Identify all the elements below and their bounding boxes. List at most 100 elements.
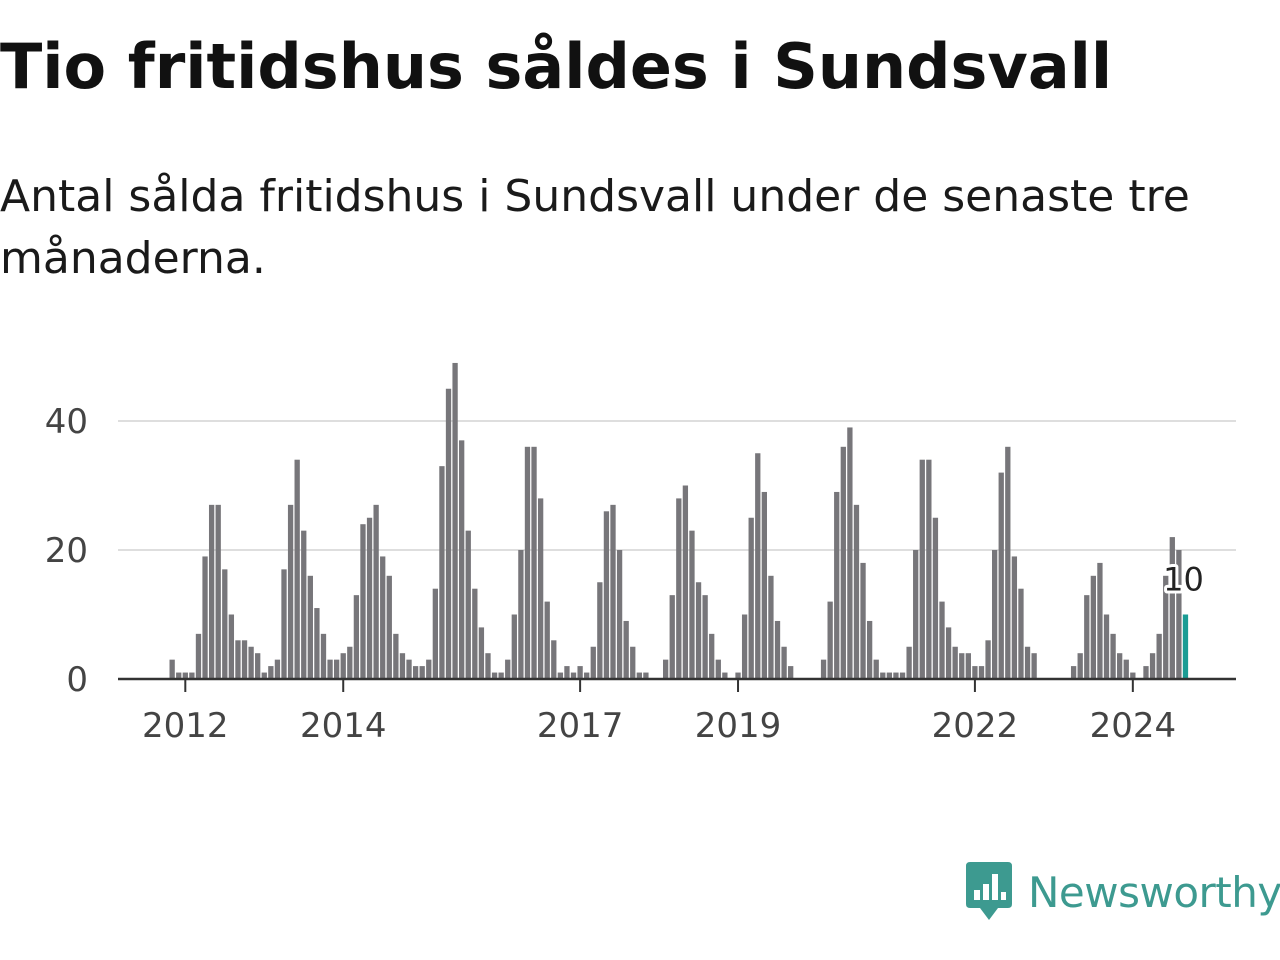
bar	[518, 550, 524, 679]
x-tick-label: 2017	[537, 706, 624, 746]
bar	[880, 672, 886, 679]
bar	[505, 659, 511, 679]
bar	[722, 672, 728, 679]
bar	[406, 659, 412, 679]
bar	[366, 517, 373, 679]
bar	[1090, 575, 1096, 679]
bar	[1149, 653, 1156, 679]
bar	[998, 472, 1004, 679]
bar	[537, 498, 544, 679]
bar	[643, 672, 649, 679]
y-tick-label: 20	[45, 531, 88, 571]
bar	[1070, 666, 1077, 679]
chart-subtitle: Antal sålda fritidshus i Sundsvall under…	[0, 171, 1190, 284]
bar	[353, 595, 360, 679]
bar	[978, 666, 985, 679]
bar	[472, 588, 478, 679]
x-tick-label: 2024	[1090, 706, 1177, 746]
bar	[287, 504, 294, 679]
bar	[248, 646, 254, 679]
bar	[544, 601, 550, 679]
bar	[939, 601, 945, 679]
bar	[1163, 575, 1169, 679]
bar	[669, 595, 675, 679]
bar	[347, 646, 353, 679]
bar	[307, 575, 313, 679]
bar	[761, 491, 767, 679]
bar	[419, 666, 425, 679]
bar	[840, 446, 846, 679]
bar	[926, 459, 932, 679]
bar	[616, 550, 623, 679]
bar	[399, 653, 406, 679]
last-value-label: 10	[1163, 561, 1204, 599]
bar	[623, 620, 629, 679]
bar	[498, 672, 504, 679]
bar-chart: 0 20 40 2012 2014 2017 2019 2022 2024 10	[45, 362, 1236, 746]
bar	[169, 659, 175, 679]
bar	[1005, 446, 1011, 679]
bar	[268, 666, 274, 679]
bar	[340, 653, 346, 679]
bar	[610, 504, 616, 679]
bar	[847, 427, 853, 679]
bar	[755, 453, 761, 679]
bar	[715, 659, 721, 679]
bar	[1103, 614, 1110, 679]
bar	[959, 653, 965, 679]
bar	[630, 646, 636, 679]
bar	[1176, 550, 1182, 679]
bar	[439, 466, 445, 679]
bar-highlight	[1182, 614, 1189, 679]
bar	[886, 672, 893, 679]
bar	[445, 388, 452, 679]
bar	[597, 582, 603, 679]
bar	[459, 440, 465, 679]
bar	[913, 550, 919, 679]
bar	[485, 653, 491, 679]
bar	[952, 646, 958, 679]
bar	[741, 614, 748, 679]
bar	[972, 666, 978, 679]
bar	[735, 672, 741, 679]
bar	[360, 524, 366, 679]
bar	[228, 614, 235, 679]
bar	[334, 659, 340, 679]
bar	[452, 362, 458, 679]
bar	[1097, 562, 1103, 679]
bar	[1110, 633, 1116, 679]
bar	[1018, 588, 1024, 679]
bar	[893, 672, 899, 679]
y-tick-label: 0	[66, 660, 88, 700]
bar	[584, 672, 590, 679]
bar	[524, 446, 531, 679]
bar	[1117, 653, 1123, 679]
bar	[314, 608, 320, 679]
brand-name: Newsworthy	[1028, 867, 1280, 917]
bar	[380, 556, 386, 679]
bar	[702, 595, 708, 679]
y-tick-label: 40	[45, 402, 88, 442]
bar	[176, 672, 182, 679]
bar	[202, 556, 208, 679]
bar	[992, 550, 998, 679]
bar	[432, 588, 438, 679]
bar	[511, 614, 517, 679]
bar	[663, 659, 669, 679]
x-tick-label: 2014	[300, 706, 387, 746]
bar	[208, 504, 215, 679]
bar	[1169, 537, 1175, 679]
newsworthy-logo: Newsworthy	[964, 862, 1280, 922]
bar	[261, 672, 267, 679]
bar	[965, 653, 971, 679]
bar	[1011, 556, 1018, 679]
bar	[255, 653, 261, 679]
bar	[320, 633, 327, 679]
bar	[1077, 653, 1083, 679]
bar	[932, 517, 939, 679]
bar	[491, 672, 498, 679]
bar	[393, 633, 399, 679]
bar	[412, 666, 419, 679]
bar	[294, 459, 300, 679]
